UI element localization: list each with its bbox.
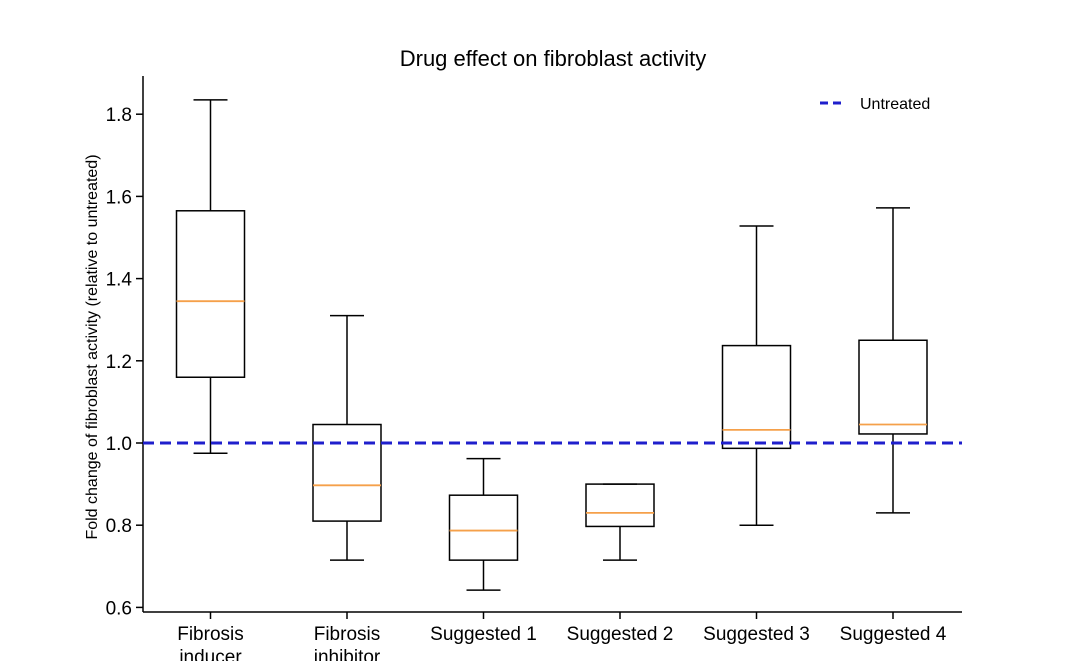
y-tick-label: 1.2 — [106, 352, 132, 373]
y-axis-label: Fold change of fibroblast activity (rela… — [84, 154, 101, 539]
y-tick-label: 1.4 — [106, 270, 133, 291]
y-tick-label: 1.6 — [106, 187, 132, 208]
box-iqr — [448, 494, 519, 561]
legend-untreated-label: Untreated — [860, 96, 930, 113]
box-iqr — [721, 344, 792, 450]
box-iqr — [175, 210, 246, 378]
x-tick-label: Suggested 2 — [567, 624, 674, 645]
y-tick-label: 0.6 — [106, 598, 132, 619]
y-tick-label: 1.0 — [106, 434, 132, 455]
x-tick-label: Suggested 3 — [703, 624, 810, 645]
x-tick-label: Suggested 4 — [840, 624, 947, 645]
x-tick-label: inducer — [179, 647, 242, 661]
chart-title: Drug effect on fibroblast activity — [400, 46, 707, 71]
box-iqr — [858, 339, 928, 435]
x-tick-label: Fibrosis — [177, 624, 244, 645]
box-iqr — [312, 423, 382, 522]
legend: Untreated — [820, 96, 930, 113]
box-iqr — [585, 483, 655, 528]
y-tick-label: 0.8 — [106, 516, 132, 537]
y-tick-label: 1.8 — [106, 105, 132, 126]
x-tick-label: Fibrosis — [314, 624, 381, 645]
plot-area: 0.6 0.8 1.0 1.2 1.4 1.6 1.8 Fibrosis inducer Fibr… — [106, 76, 962, 661]
x-tick-label: inhibitor — [314, 647, 381, 661]
x-tick-label: Suggested 1 — [430, 624, 537, 645]
